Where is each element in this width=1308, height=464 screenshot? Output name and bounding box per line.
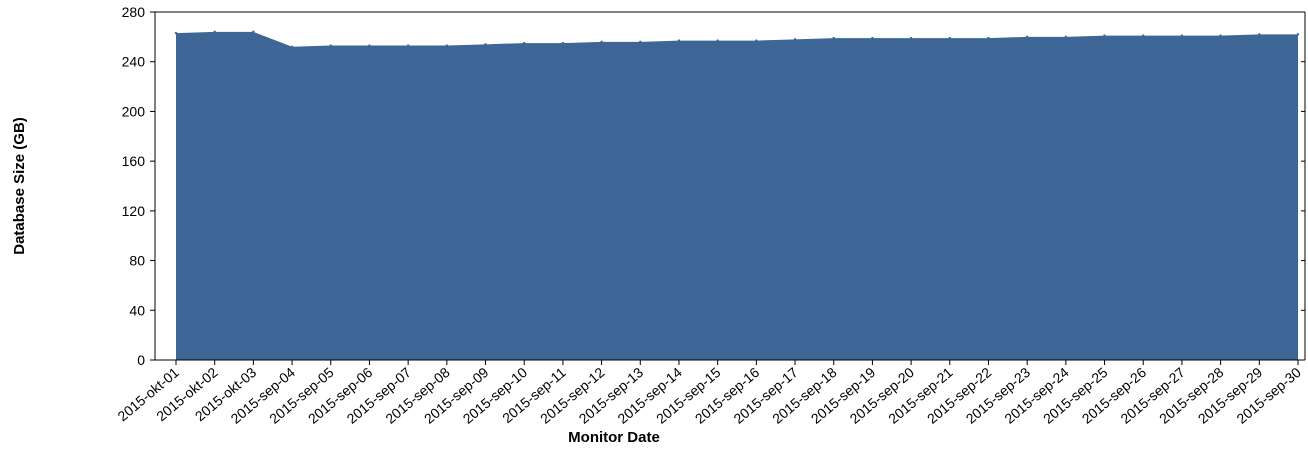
y-tick-label-200: 200: [122, 103, 146, 119]
y-tick-label-80: 80: [129, 253, 145, 269]
data-point-25: [1142, 34, 1145, 37]
y-tick-label-40: 40: [129, 302, 145, 318]
data-point-26: [1180, 34, 1184, 37]
y-tick-label-120: 120: [122, 203, 146, 219]
plot-area: [154, 11, 1306, 361]
data-point-29: [1296, 33, 1300, 36]
y-axis-title: Database Size (GB): [11, 117, 28, 255]
data-point-5: [368, 44, 371, 47]
data-point-7: [445, 44, 449, 47]
data-point-10: [561, 41, 565, 45]
data-point-2: [252, 30, 255, 34]
data-point-6: [406, 44, 410, 47]
data-point-17: [832, 36, 835, 40]
y-tick-label-160: 160: [122, 153, 146, 169]
y-tick-label-240: 240: [122, 54, 146, 70]
y-axis: 0 40 80 120 160 200 240 280: [122, 4, 1305, 368]
data-point-18: [871, 36, 874, 40]
data-point-12: [639, 40, 642, 44]
y-tick-label-0: 0: [137, 352, 145, 368]
data-point-14: [716, 39, 719, 42]
data-point-0: [174, 31, 178, 35]
data-point-23: [1064, 35, 1068, 39]
data-point-16: [793, 38, 797, 41]
data-point-24: [1103, 34, 1106, 37]
data-point-9: [523, 41, 526, 45]
data-point-3: [290, 45, 294, 48]
data-point-21: [987, 36, 990, 40]
y-tick-label-280: 280: [122, 4, 146, 20]
data-point-11: [600, 40, 603, 44]
data-point-20: [948, 36, 951, 40]
data-point-28: [1258, 33, 1261, 36]
data-point-22: [1025, 35, 1029, 39]
data-point-19: [909, 36, 913, 40]
data-point-13: [677, 39, 681, 42]
data-point-1: [213, 30, 216, 34]
x-axis-title: Monitor Date: [568, 429, 660, 446]
data-point-4: [329, 44, 332, 47]
data-point-8: [484, 43, 487, 46]
x-axis: 2015-okt-012015-okt-022015-okt-032015-se…: [114, 360, 1304, 427]
data-point-15: [755, 39, 758, 42]
area-series: [176, 31, 1298, 361]
data-point-27: [1219, 34, 1222, 37]
